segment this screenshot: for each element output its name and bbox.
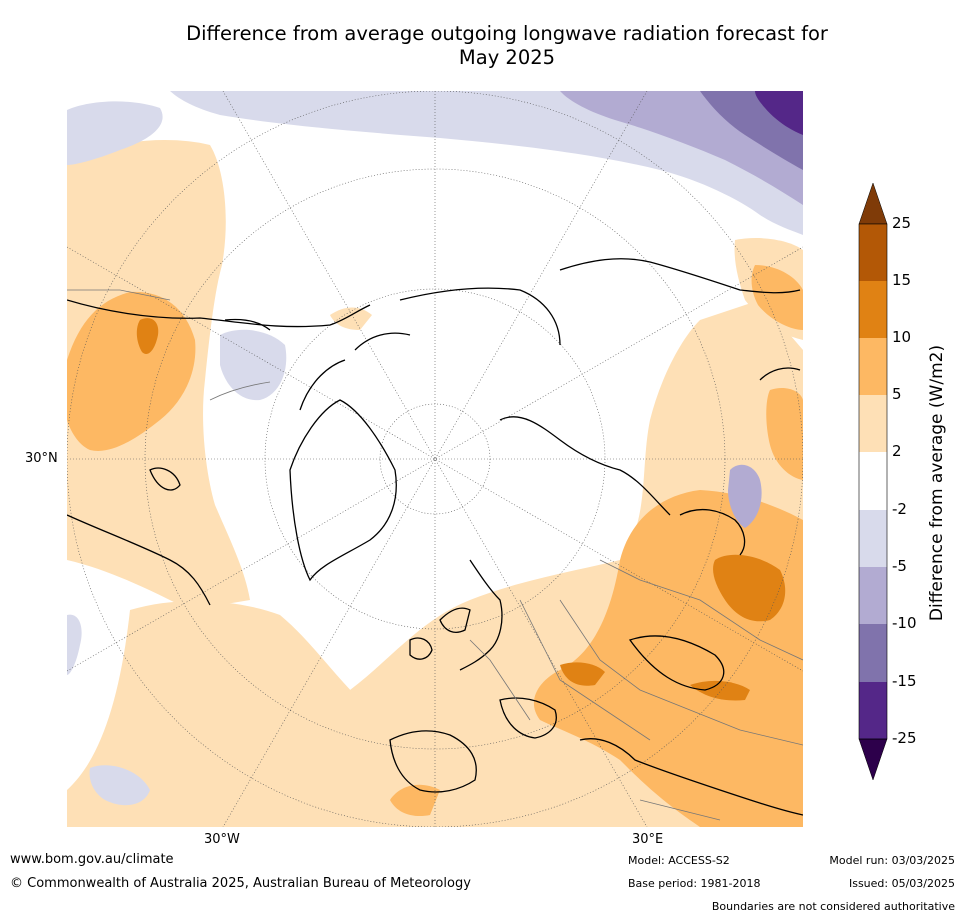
anomaly-siberia-east — [751, 265, 803, 330]
anomaly-north-atlantic-south — [67, 600, 420, 827]
anomaly-siberia-far-northeast — [755, 91, 803, 135]
borders — [67, 289, 803, 821]
lon-label-30e: 30°E — [632, 832, 664, 847]
colorbar-n10-n5 — [859, 567, 887, 624]
colorbar-under-arrow — [858, 738, 888, 781]
colorbar-tick-n15: -15 — [892, 672, 917, 690]
colorbar-n25-n15 — [859, 682, 887, 739]
colorbar-tick-n5: -5 — [892, 557, 907, 575]
colorbar-over-arrow — [858, 182, 888, 225]
colorbar-15-25 — [859, 224, 887, 281]
colorbar-title: Difference from average (W/m2) — [927, 344, 947, 622]
colorbar-neutral — [859, 452, 887, 510]
map-panel — [67, 91, 803, 827]
colorbar-tick-5: 5 — [892, 385, 902, 403]
title-line-2: May 2025 — [458, 46, 556, 69]
footer-issued: Issued: 05/03/2025 — [848, 877, 955, 890]
coastlines — [67, 258, 803, 816]
colorbar-n15-n10 — [859, 624, 887, 682]
anomaly-siberia-mid — [766, 388, 803, 480]
anomaly-mongolia — [728, 464, 762, 528]
colorbar-2-5 — [859, 395, 887, 452]
lon-label-30w: 30°W — [204, 832, 240, 847]
colorbar-tick-10: 10 — [892, 328, 912, 346]
footer-copyright: © Commonwealth of Australia 2025, Austra… — [10, 876, 471, 891]
title-line-1: Difference from average outgoing longwav… — [186, 22, 828, 45]
anomaly-north-america-west — [67, 101, 163, 165]
anomaly-iberia — [390, 784, 440, 817]
anomaly-western-russia-core — [713, 554, 786, 622]
colorbar-tick-25: 25 — [892, 214, 912, 232]
colorbar — [858, 182, 888, 781]
colorbar-tick-n10: -10 — [892, 614, 917, 632]
anomaly-gulf-alaska — [220, 329, 287, 401]
footer-model-run: Model run: 03/03/2025 — [829, 854, 955, 867]
colorbar-tick-2: 2 — [892, 442, 902, 460]
footer-base-period: Base period: 1981-2018 — [628, 877, 761, 890]
anomaly-alaska-coast — [330, 307, 372, 330]
footer-model: Model: ACCESS-S2 — [628, 854, 730, 867]
anomaly-subtropical-west — [67, 614, 82, 675]
colorbar-5-10 — [859, 338, 887, 395]
lat-label-30n: 30°N — [25, 451, 58, 466]
anomaly-central-north-pacific — [67, 291, 196, 451]
anomaly-balkans — [560, 662, 605, 686]
anomaly-caspian — [690, 680, 750, 701]
colorbar-10-15 — [859, 281, 887, 338]
colorbar-outline — [858, 223, 888, 740]
chart-title: Difference from average outgoing longwav… — [60, 22, 954, 70]
anomaly-atlantic-southwest — [89, 765, 150, 806]
colorbar-tick-n25: -25 — [892, 729, 917, 747]
anomaly-pacific-core — [136, 318, 159, 355]
colorbar-n5-n2 — [859, 510, 887, 567]
footer-disclaimer: Boundaries are not considered authoritat… — [711, 900, 955, 913]
footer-website[interactable]: www.bom.gov.au/climate — [10, 852, 174, 867]
colorbar-tick-n2: -2 — [892, 500, 907, 518]
colorbar-tick-15: 15 — [892, 271, 912, 289]
